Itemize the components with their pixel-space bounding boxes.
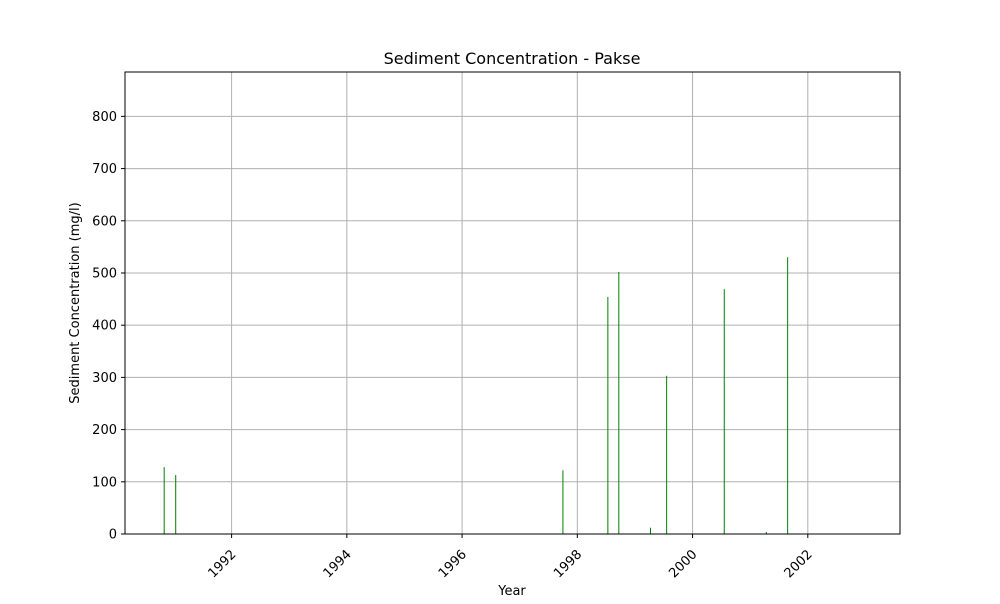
bar <box>163 467 165 534</box>
bar <box>562 470 564 534</box>
chart-title: Sediment Concentration - Pakse <box>384 49 641 68</box>
bar <box>607 296 609 534</box>
bars <box>163 257 789 534</box>
y-axis-label: Sediment Concentration (mg/l) <box>68 202 83 403</box>
y-tick-label: 700 <box>92 162 117 177</box>
bar <box>175 475 177 534</box>
grid-lines <box>125 72 900 535</box>
y-tick-label: 300 <box>92 371 117 386</box>
bar <box>650 527 652 534</box>
y-tick-label: 100 <box>92 475 117 490</box>
y-tick-label: 0 <box>109 528 117 543</box>
plot-frame <box>124 71 901 535</box>
bar <box>787 257 789 534</box>
y-tick-label: 600 <box>92 214 117 229</box>
y-tick-label: 800 <box>92 110 117 125</box>
bar <box>618 271 620 534</box>
bar <box>666 375 668 534</box>
y-tick-label: 500 <box>92 266 117 281</box>
bar <box>723 289 725 534</box>
y-tick-label: 200 <box>92 423 117 438</box>
y-tick-label: 400 <box>92 319 117 334</box>
x-axis-label: Year <box>497 584 526 599</box>
bar <box>765 531 767 534</box>
